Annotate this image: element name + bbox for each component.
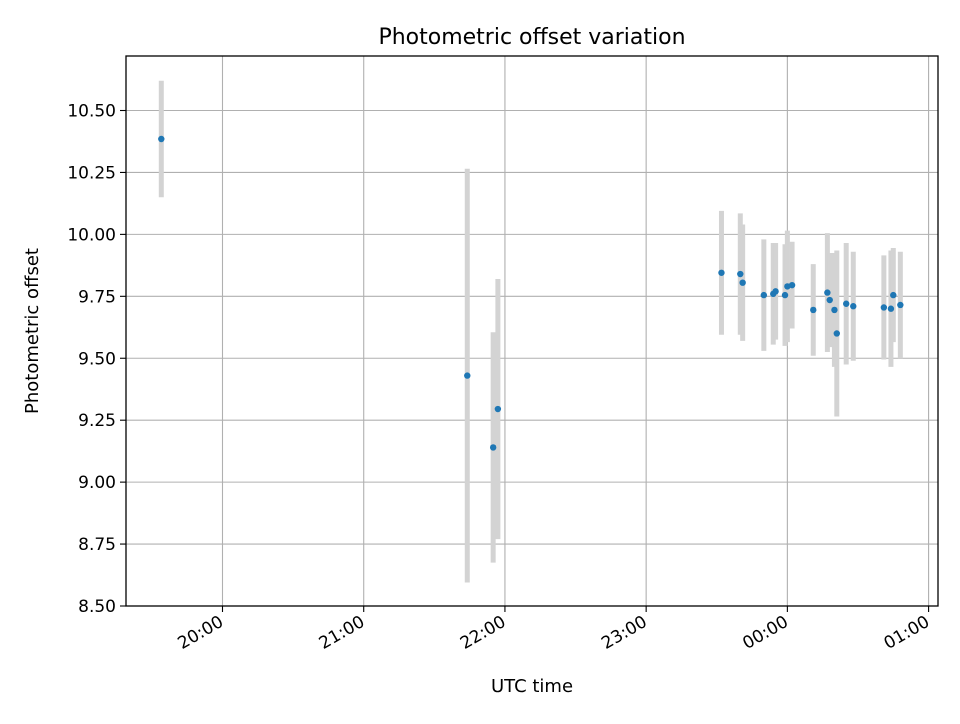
- data-point: [760, 291, 768, 299]
- data-point: [781, 291, 789, 299]
- y-axis-label: Photometric offset: [22, 248, 43, 414]
- x-tick-label: 01:00: [881, 612, 933, 654]
- data-point: [788, 281, 796, 289]
- data-point: [464, 372, 471, 379]
- data-point: [833, 330, 840, 337]
- data-point: [831, 306, 838, 314]
- data-point: [890, 291, 897, 299]
- data-point: [489, 444, 497, 451]
- data-point: [737, 270, 744, 278]
- error-bars: [158, 80, 903, 583]
- y-tick-label: 10.00: [67, 225, 116, 245]
- data-points: [158, 135, 904, 451]
- x-tick-label: 22:00: [457, 612, 509, 654]
- y-tick-label: 10.50: [67, 102, 116, 122]
- x-axis: 20:00 21:00 22:00 23:00 00:00 01:00: [175, 606, 933, 654]
- y-tick-label: 10.25: [67, 163, 116, 183]
- plot-frame: [125, 55, 939, 607]
- y-axis: 8.50 8.75 9.00 9.25 9.50 9.75 10.00 10.25 10.50: [67, 102, 126, 617]
- grid: [126, 56, 938, 607]
- data-point: [897, 301, 904, 309]
- y-tick-label: 9.75: [78, 287, 116, 307]
- data-point: [850, 303, 857, 310]
- y-tick-label: 8.75: [78, 535, 116, 555]
- y-tick-label: 8.50: [78, 597, 116, 617]
- y-tick-label: 9.00: [78, 473, 116, 493]
- data-point: [772, 288, 779, 295]
- data-point: [718, 269, 725, 276]
- x-axis-label: UTC time: [491, 676, 573, 697]
- data-point: [826, 296, 833, 304]
- data-point: [158, 135, 165, 143]
- y-tick-label: 9.50: [78, 349, 116, 369]
- x-tick-label: 20:00: [175, 612, 227, 654]
- data-point: [843, 300, 850, 307]
- x-tick-label: 21:00: [316, 612, 368, 654]
- data-point: [880, 304, 888, 311]
- data-point: [887, 305, 895, 312]
- x-tick-label: 00:00: [739, 612, 791, 654]
- chart-title: Photometric offset variation: [378, 25, 685, 50]
- data-point: [810, 306, 817, 314]
- data-point: [494, 405, 502, 413]
- data-point: [739, 279, 746, 286]
- data-point: [824, 289, 831, 296]
- y-tick-label: 9.25: [78, 411, 116, 431]
- x-tick-label: 23:00: [598, 612, 650, 654]
